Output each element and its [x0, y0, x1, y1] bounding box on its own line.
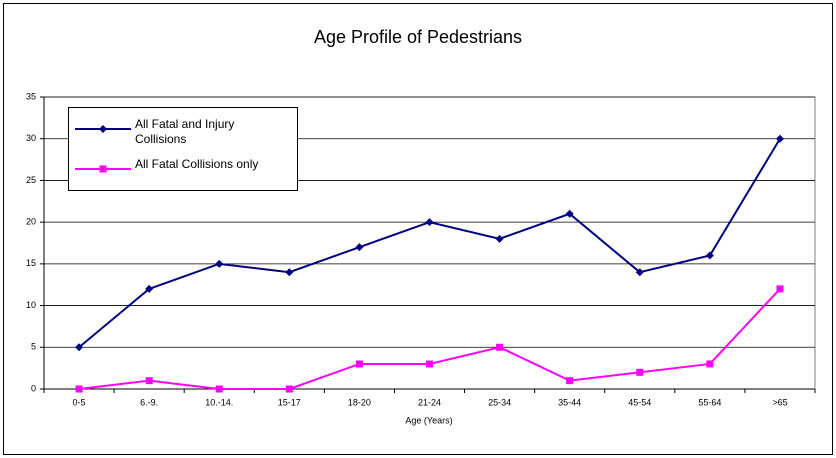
marker — [565, 209, 574, 218]
y-tick-label: 30 — [26, 133, 36, 143]
y-tick-label: 20 — [26, 217, 36, 227]
y-tick-label: 35 — [26, 91, 36, 101]
marker — [215, 259, 224, 268]
x-tick-label: 35-44 — [558, 397, 581, 407]
x-axis-label: Age (Years) — [405, 415, 452, 425]
y-tick-label: 25 — [26, 175, 36, 185]
y-tick-label: 10 — [26, 300, 36, 310]
x-tick-label: 25-34 — [488, 397, 511, 407]
y-tick-label: 0 — [31, 383, 36, 393]
marker — [496, 343, 504, 351]
y-tick-label: 15 — [26, 258, 36, 268]
marker — [75, 385, 83, 393]
chart-title: Age Profile of Pedestrians — [314, 27, 522, 47]
marker — [495, 234, 504, 243]
x-tick-label: 18-20 — [348, 397, 371, 407]
marker — [636, 368, 644, 376]
marker — [355, 243, 364, 252]
marker — [425, 218, 434, 227]
x-tick-label: 55-64 — [698, 397, 721, 407]
x-tick-label: 10.-14. — [205, 397, 233, 407]
legend-symbol — [75, 165, 131, 173]
x-tick-label: 45-54 — [628, 397, 651, 407]
marker — [285, 385, 293, 393]
marker — [355, 360, 363, 368]
marker — [635, 268, 644, 277]
marker — [75, 343, 84, 352]
marker — [215, 385, 223, 393]
marker — [99, 125, 107, 133]
marker — [145, 377, 153, 385]
x-tick-label: 0-5 — [73, 397, 86, 407]
x-tick-label: 21-24 — [418, 397, 441, 407]
y-tick-label: 5 — [31, 342, 36, 352]
marker — [145, 284, 154, 293]
marker — [705, 251, 714, 260]
marker — [776, 285, 784, 293]
legend: All Fatal and Injury Collisions All Fatal… — [68, 107, 298, 191]
marker — [706, 360, 714, 368]
legend-label: All Fatal Collisions only — [135, 157, 259, 171]
x-tick-label: >65 — [772, 397, 787, 407]
x-tick-label: 15-17 — [278, 397, 301, 407]
marker — [566, 377, 574, 385]
legend-symbol — [75, 125, 131, 133]
marker — [285, 268, 294, 277]
x-tick-label: 6.-9. — [140, 397, 158, 407]
marker — [426, 360, 433, 368]
marker — [775, 134, 784, 143]
legend-label: All Fatal and Injury Collisions — [135, 117, 235, 146]
marker — [99, 165, 107, 173]
